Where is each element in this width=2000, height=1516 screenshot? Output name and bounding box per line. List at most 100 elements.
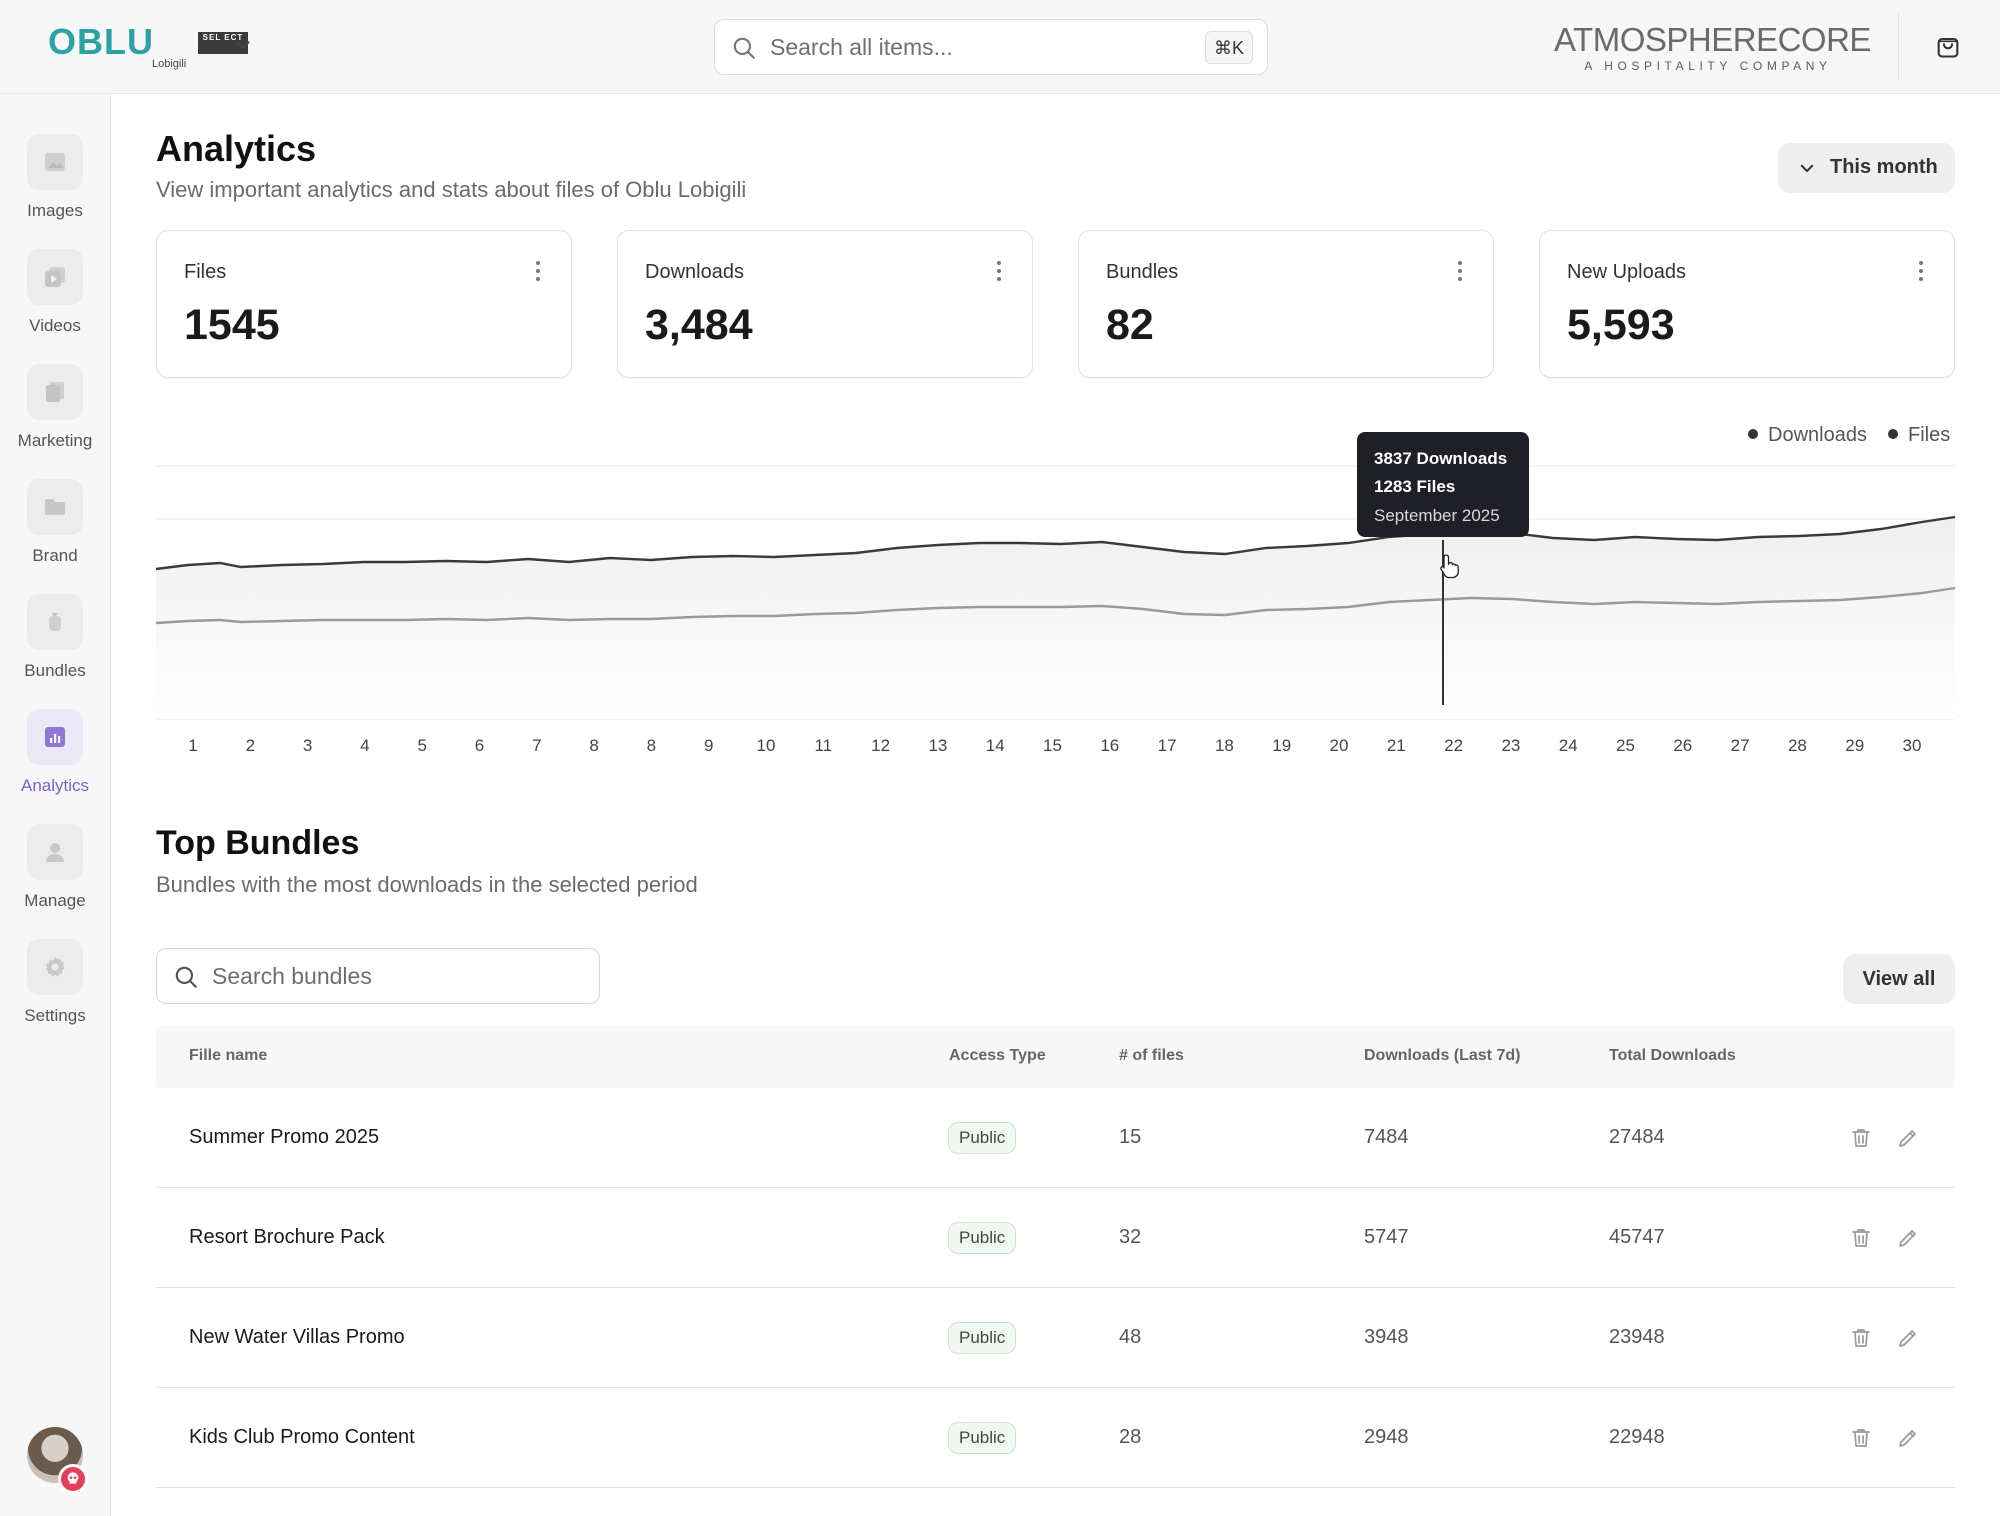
sidebar-item-videos[interactable]: Videos [0, 249, 110, 359]
stat-value: 3,484 [645, 301, 753, 349]
x-tick-label: 14 [986, 736, 1005, 755]
total-downloads: 22948 [1609, 1426, 1665, 1448]
page-subtitle: View important analytics and stats about… [156, 177, 747, 202]
column-header[interactable]: Total Downloads [1609, 1047, 1736, 1064]
sidebar-item-label: Brand [32, 546, 78, 565]
period-select[interactable]: This month [1778, 143, 1955, 193]
total-downloads: 23948 [1609, 1326, 1665, 1348]
bundle-search-placeholder: Search bundles [212, 963, 372, 989]
top-bar: OBLU SEL ECT Lobigili Search all items..… [0, 0, 2000, 94]
x-tick-label: 9 [704, 736, 713, 755]
total-downloads: 27484 [1609, 1126, 1665, 1148]
more-vertical-icon[interactable] [1918, 261, 1924, 283]
chevron-down-icon [1800, 164, 1814, 172]
sidebar-item-analytics[interactable]: Analytics [0, 709, 110, 819]
tooltip-downloads: 3837 Downloads [1374, 449, 1508, 468]
sidebar-item-brand[interactable]: Brand [0, 479, 110, 589]
user-icon [46, 843, 64, 862]
skull-icon [67, 1472, 79, 1484]
more-vertical-icon[interactable] [996, 261, 1002, 283]
downloads-last-7d: 7484 [1364, 1126, 1409, 1148]
sidebar-item-marketing[interactable]: Marketing [0, 364, 110, 474]
more-vertical-icon[interactable] [1457, 261, 1463, 283]
partner-tagline: A HOSPITALITY COMPANY [1584, 59, 1832, 73]
column-header[interactable]: Downloads (Last 7d) [1364, 1047, 1521, 1064]
bundle-name[interactable]: New Water Villas Promo [189, 1326, 405, 1348]
x-tick-label: 20 [1330, 736, 1349, 755]
table-row[interactable]: Kids Club Promo Content Public 28 2948 2… [156, 1388, 1955, 1488]
bundle-search-input[interactable]: Search bundles [156, 948, 600, 1004]
x-tick-label: 17 [1158, 736, 1177, 755]
x-tick-label: 18 [1215, 736, 1234, 755]
edit-icon[interactable] [1896, 1226, 1920, 1250]
x-tick-label: 4 [360, 736, 369, 755]
x-tick-label: 21 [1387, 736, 1406, 755]
table-row[interactable]: Resort Brochure Pack Public 32 5747 4574… [156, 1188, 1955, 1288]
view-all-button[interactable]: View all [1843, 954, 1955, 1004]
sidebar-item-label: Videos [29, 316, 81, 335]
sidebar-item-manage[interactable]: Manage [0, 824, 110, 934]
trash-icon[interactable] [1849, 1126, 1873, 1150]
x-tick-label: 1 [188, 736, 197, 755]
sidebar-item-images[interactable]: Images [0, 134, 110, 244]
x-tick-label: 3 [303, 736, 312, 755]
x-tick-label: 30 [1903, 736, 1922, 755]
x-tick-label: 28 [1788, 736, 1807, 755]
notification-badge[interactable] [58, 1464, 88, 1494]
stat-value: 1545 [184, 301, 280, 349]
chevron-down-icon[interactable] [232, 34, 254, 56]
stat-value: 5,593 [1567, 301, 1675, 349]
divider [1898, 14, 1899, 80]
table-row[interactable]: Summer Promo 2025 Public 15 7484 27484 [156, 1088, 1955, 1188]
trash-icon[interactable] [1849, 1326, 1873, 1350]
x-tick-label: 8 [589, 736, 598, 755]
bundle-name[interactable]: Kids Club Promo Content [189, 1426, 415, 1448]
column-header[interactable]: Fille name [189, 1047, 268, 1064]
edit-icon[interactable] [1896, 1326, 1920, 1350]
legend-item-downloads[interactable]: Downloads [1748, 424, 1867, 447]
brand-logo[interactable]: OBLU SEL ECT Lobigili [48, 24, 248, 74]
documents-icon [46, 382, 64, 402]
more-vertical-icon[interactable] [535, 261, 541, 283]
global-search-input[interactable]: Search all items... ⌘K [714, 19, 1268, 75]
trash-icon[interactable] [1849, 1426, 1873, 1450]
brand-badge: SEL ECT [198, 32, 248, 54]
table-header: Fille name Access Type # of files Downlo… [156, 1026, 1955, 1088]
access-badge: Public [948, 1222, 1017, 1254]
sidebar-item-bundles[interactable]: Bundles [0, 594, 110, 704]
tooltip-files: 1283 Files [1374, 477, 1456, 496]
downloads-last-7d: 2948 [1364, 1426, 1409, 1448]
gear-icon [45, 956, 65, 977]
hand-cursor-icon [1440, 554, 1459, 579]
table-row[interactable]: New Water Villas Promo Public 48 3948 23… [156, 1288, 1955, 1388]
chart-tooltip: 3837 Downloads 1283 Files September 2025 [1357, 432, 1529, 537]
analytics-area-chart[interactable]: 1 2 3 4 5 6 7 8 8 9 10 11 12 13 14 15 16 17 18 19 20 21 22 23 24… [0, 0, 2000, 780]
page-title: Analytics [156, 128, 317, 169]
sidebar-item-settings[interactable]: Settings [0, 939, 110, 1049]
stat-card-downloads: Downloads 3,484 [617, 230, 1033, 378]
x-tick-label: 7 [532, 736, 541, 755]
legend-dot [1748, 429, 1758, 439]
x-tick-label: 25 [1616, 736, 1635, 755]
bundle-name[interactable]: Summer Promo 2025 [189, 1126, 380, 1148]
sidebar-item-label: Images [27, 201, 83, 220]
column-header[interactable]: # of files [1119, 1047, 1184, 1064]
section-subtitle: Bundles with the most downloads in the s… [156, 872, 698, 897]
bundle-name[interactable]: Resort Brochure Pack [189, 1226, 385, 1248]
search-shortcut: ⌘K [1204, 31, 1253, 64]
stat-card-new-uploads: New Uploads 5,593 [1539, 230, 1955, 378]
edit-icon[interactable] [1896, 1426, 1920, 1450]
access-badge: Public [948, 1122, 1017, 1154]
edit-icon[interactable] [1896, 1126, 1920, 1150]
folder-icon [45, 499, 65, 515]
x-tick-label: 15 [1043, 736, 1062, 755]
trash-icon[interactable] [1849, 1226, 1873, 1250]
column-header[interactable]: Access Type [949, 1047, 1046, 1064]
search-icon [175, 966, 197, 988]
brand-subtitle: Lobigili [152, 58, 187, 70]
series-line-downloads [155, 515, 1956, 571]
x-tick-label: 11 [814, 736, 832, 755]
x-tick-label: 26 [1673, 736, 1692, 755]
shopping-bag-icon[interactable] [1934, 32, 1962, 60]
legend-item-files[interactable]: Files [1888, 424, 1950, 447]
